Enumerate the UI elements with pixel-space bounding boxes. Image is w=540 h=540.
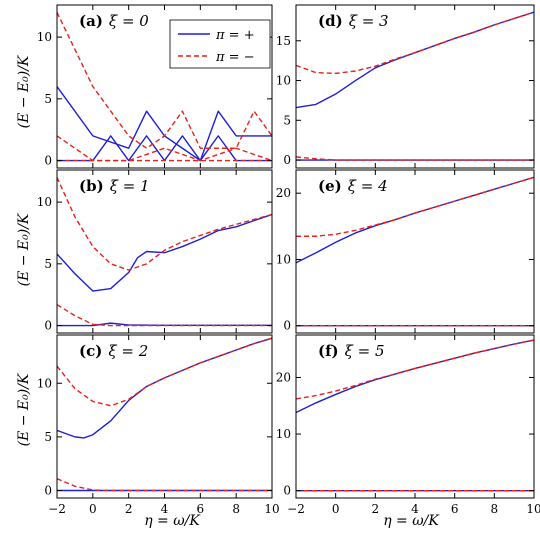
legend-box: [169, 19, 271, 69]
panel-label: (e) ξ = 4: [318, 177, 388, 195]
x-tick-label: 8: [491, 502, 499, 516]
series-line-plus: [57, 86, 272, 162]
series-line-minus: [57, 177, 272, 271]
panel-c: 0 5 10 −2 0 2 4 6 8 10 (c) ξ = 2: [37, 334, 280, 516]
x-tick-label: 10: [264, 502, 279, 516]
x-tick-label: −2: [287, 502, 305, 516]
x-tick-label: 6: [197, 502, 205, 516]
y-tick-label: 10: [276, 252, 291, 266]
panel-label: (a) ξ = 0: [79, 12, 149, 30]
y-axis-label-bottom: (E − E₀)/K: [16, 372, 32, 446]
panel-letter: (c): [79, 342, 102, 360]
y-tick-label: 20: [276, 186, 291, 200]
y-tick-label: 0: [44, 154, 52, 168]
panel-xi: ξ = 5: [345, 342, 385, 360]
series-line-plus: [57, 135, 272, 162]
panel-b: 0 5 10 (b) ξ = 1: [37, 169, 273, 334]
y-tick-label: 5: [44, 257, 52, 271]
panel-label: (d) ξ = 3: [318, 12, 389, 30]
series-line-minus: [296, 176, 534, 237]
y-tick-label: 0: [283, 484, 291, 498]
panel-letter: (a): [79, 12, 103, 30]
y-tick-label: 15: [276, 34, 291, 48]
series-line-minus: [296, 339, 534, 400]
x-tick-label: 6: [451, 502, 459, 516]
series-line-plus: [57, 213, 272, 292]
y-tick-label: 10: [276, 74, 291, 88]
series-line-minus: [57, 12, 272, 149]
legend-label-minus: π = −: [215, 50, 255, 65]
y-tick-label: 0: [44, 483, 52, 497]
series-line-minus: [57, 304, 272, 327]
y-axis-label-middle: (E − E₀)/K: [16, 212, 32, 286]
x-tick-label: 10: [526, 502, 540, 516]
series-line-minus: [296, 11, 534, 75]
y-axis-label-top: (E − E₀)/K: [16, 54, 32, 128]
panel-letter: (d): [318, 12, 343, 30]
panel-f: 0 10 20 −2 0 2 4 6 8 10 (f) ξ = 5: [276, 334, 540, 516]
y-tick-label: 10: [37, 30, 52, 44]
x-tick-label: 0: [89, 502, 97, 516]
y-tick-label: 0: [283, 319, 291, 333]
x-tick-label: −2: [48, 502, 66, 516]
y-tick-label: 0: [283, 153, 291, 167]
x-axis-label-right: η = ω/K: [383, 513, 440, 529]
y-tick-label: 5: [44, 92, 52, 106]
y-tick-label: 0: [44, 319, 52, 333]
series-line-minus: [296, 156, 534, 161]
panel-label: (f) ξ = 5: [318, 342, 385, 360]
series-line-minus: [57, 337, 272, 407]
panel-letter: (e): [318, 177, 342, 195]
x-tick-label: 4: [161, 502, 169, 516]
panel-xi: ξ = 4: [348, 177, 388, 195]
x-tick-label: 0: [332, 502, 340, 516]
legend: π = + π = −: [169, 19, 271, 69]
x-tick-label: 4: [411, 502, 419, 516]
x-axis-label-left: η = ω/K: [144, 513, 201, 529]
panel-d: 0 5 10 15 (d) ξ = 3: [276, 4, 535, 169]
panel-xi: ξ = 0: [109, 12, 149, 30]
y-tick-label: 5: [283, 113, 291, 127]
panel-label: (b) ξ = 1: [79, 177, 150, 195]
panel-e: 0 10 20 (e) ξ = 4: [276, 169, 535, 334]
panel-xi: ξ = 3: [349, 12, 389, 30]
panel-letter: (f): [318, 342, 339, 360]
series-line-minus: [57, 135, 272, 162]
y-tick-label: 5: [44, 430, 52, 444]
panel-letter: (b): [79, 177, 104, 195]
panel-a: 0 5 10 (a) ξ = 0: [37, 4, 273, 169]
x-tick-label: 2: [125, 502, 133, 516]
panel-xi: ξ = 2: [108, 342, 148, 360]
x-tick-label: 2: [372, 502, 380, 516]
series-line-minus: [57, 478, 272, 492]
panel-xi: ξ = 1: [110, 177, 150, 195]
legend-label-plus: π = +: [215, 28, 255, 43]
y-tick-label: 10: [37, 195, 52, 209]
y-tick-label: 20: [276, 370, 291, 384]
x-tick-label: 8: [232, 502, 240, 516]
panel-label: (c) ξ = 2: [79, 342, 148, 360]
y-tick-label: 10: [276, 427, 291, 441]
y-tick-label: 10: [37, 376, 52, 390]
